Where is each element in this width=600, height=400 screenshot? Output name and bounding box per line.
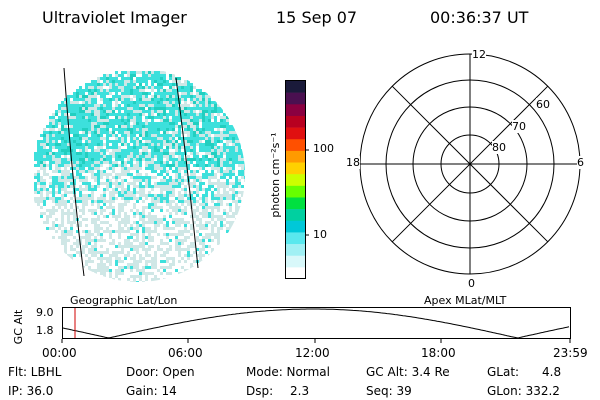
y-tick-9: 9.0	[36, 306, 54, 319]
x-tick-2359: 23:59	[553, 346, 588, 360]
colorbar-cell	[286, 81, 305, 93]
colorbar-cell	[286, 255, 305, 268]
glat-label: GLat:	[487, 365, 520, 379]
ip-info: IP: 36.0	[8, 384, 54, 398]
mlt-label-12: 12	[472, 48, 486, 61]
colorbar-cell	[286, 150, 305, 163]
instrument-title: Ultraviolet Imager	[42, 8, 187, 27]
image-time: 00:36:37 UT	[430, 8, 529, 27]
glon-info: GLon: 332.2	[487, 384, 560, 398]
colorbar-cell	[286, 197, 305, 210]
gain-info: Gain: 14	[126, 384, 177, 398]
colorbar-cell	[286, 174, 305, 187]
colorbar-cell	[286, 244, 305, 257]
y-tick-1-8: 1.8	[36, 324, 54, 337]
timeline-left-title: Geographic Lat/Lon	[70, 294, 178, 307]
altitude-curve	[62, 308, 570, 339]
longitude-line-left	[63, 67, 85, 277]
dsp-value: 2.3	[290, 384, 310, 398]
colorbar-cell	[286, 162, 305, 175]
mlt-label-18: 18	[346, 156, 360, 169]
mlt-label-0: 0	[468, 277, 475, 290]
colorbar-cell	[286, 139, 305, 152]
colorbar-cell	[286, 232, 305, 245]
lat-label-60: 60	[536, 98, 550, 111]
colorbar-cell	[286, 185, 305, 198]
x-tick-1800: 18:00	[421, 346, 456, 360]
polar-plot	[359, 53, 581, 275]
colorbar-cell	[286, 115, 305, 128]
door-info: Door: Open	[126, 365, 195, 379]
colorbar-tick-10: 10	[313, 228, 327, 241]
dsp-label: Dsp:	[246, 384, 274, 398]
colorbar-cell	[286, 92, 305, 105]
x-tick-0600: 06:00	[168, 346, 203, 360]
gc-alt-info: GC Alt: 3.4 Re	[366, 365, 450, 379]
x-tick-0000: 00:00	[42, 346, 77, 360]
timeline-right-title: Apex MLat/MLT	[424, 294, 507, 307]
glat-value: 4.8	[542, 365, 562, 379]
colorbar-tick-100: 100	[313, 142, 334, 155]
auroral-image	[34, 67, 245, 282]
longitude-line-right	[175, 77, 199, 269]
image-date: 15 Sep 07	[276, 8, 358, 27]
colorbar-cell	[286, 220, 305, 233]
filter-info: Flt: LBHL	[8, 365, 62, 379]
colorbar-cell	[286, 209, 305, 222]
mlt-label-6: 6	[577, 156, 584, 169]
lat-label-80: 80	[492, 141, 506, 154]
color-bar	[285, 80, 309, 280]
colorbar-cell	[286, 267, 305, 280]
colorbar-cell	[286, 127, 305, 140]
x-tick-1200: 12:00	[295, 346, 330, 360]
colorbar-cell	[286, 104, 305, 117]
lat-label-70: 70	[512, 120, 526, 133]
mode-info: Mode: Normal	[246, 365, 330, 379]
seq-info: Seq: 39	[366, 384, 412, 398]
